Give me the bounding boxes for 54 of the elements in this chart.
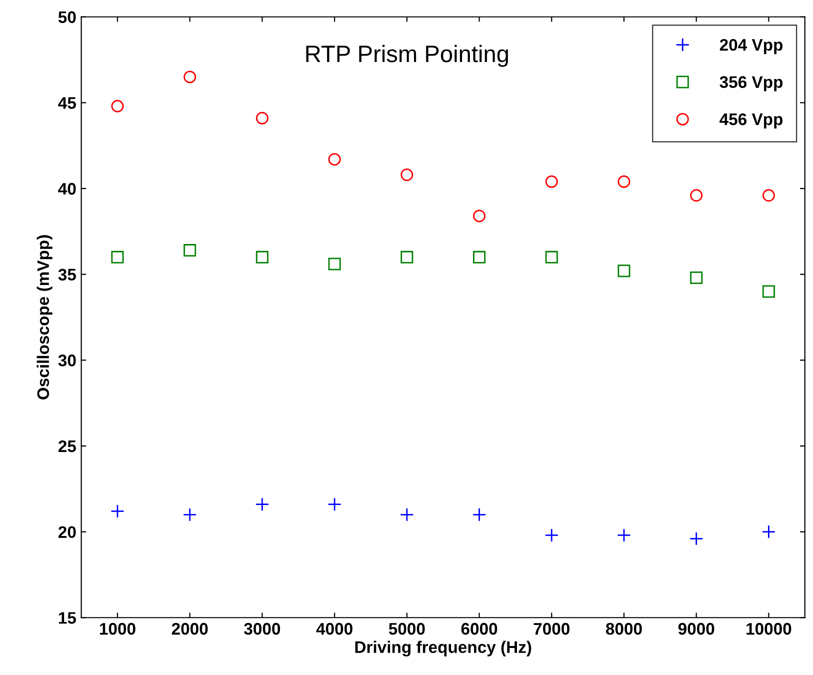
point <box>184 70 196 84</box>
x-tick-label: 9000 <box>678 622 714 635</box>
point <box>472 508 486 522</box>
point <box>400 508 414 522</box>
point <box>328 153 341 166</box>
point <box>690 272 703 284</box>
point <box>110 504 124 518</box>
point <box>545 175 558 188</box>
point <box>762 285 775 298</box>
text: RTP Prism Pointing <box>306 44 508 67</box>
point <box>255 497 270 512</box>
point <box>545 250 558 264</box>
x-tick-label: 8000 <box>606 622 642 635</box>
y-tick-label: 30 <box>58 354 76 366</box>
x-tick-label: 1000 <box>100 622 136 635</box>
y-tick-label: 45 <box>58 97 76 109</box>
x-axis-title: Driving frequency (Hz) <box>355 640 532 656</box>
legend-label: 456 Vpp <box>720 113 783 128</box>
point <box>618 264 630 278</box>
point <box>473 210 486 222</box>
y-axis-title: Oscilloscope (mVpp) <box>36 235 52 400</box>
point <box>617 528 631 542</box>
point <box>618 175 630 188</box>
x-tick-label: 7000 <box>534 622 570 635</box>
x-tick-label: 5000 <box>388 622 425 635</box>
point <box>111 100 124 112</box>
point <box>690 189 703 202</box>
point <box>111 250 124 264</box>
point <box>256 250 268 264</box>
y-tick-label: 40 <box>58 182 76 195</box>
y-tick-label: 25 <box>58 440 76 452</box>
x-tick-label: 2000 <box>172 622 208 635</box>
point <box>762 524 776 539</box>
point <box>544 528 559 542</box>
x-tick-label: 6000 <box>461 622 498 635</box>
y-tick-label: 50 <box>58 11 76 24</box>
y-tick-label: 15 <box>58 612 76 624</box>
x-tick-label: 10000 <box>746 622 792 635</box>
point <box>400 250 414 264</box>
point <box>328 258 341 270</box>
y-tick-label: 20 <box>58 526 76 538</box>
x-tick-label: 3000 <box>244 622 280 635</box>
point <box>328 497 342 512</box>
point <box>184 244 196 257</box>
legend-label: 204 Vpp <box>720 38 783 54</box>
legend-label: 356 Vpp <box>720 76 783 92</box>
point <box>182 508 197 522</box>
point <box>762 189 775 202</box>
point <box>689 532 704 546</box>
point <box>473 250 486 264</box>
point <box>400 168 414 182</box>
y-tick-label: 35 <box>58 268 76 281</box>
x-tick-label: 4000 <box>316 622 352 635</box>
point <box>256 112 268 124</box>
